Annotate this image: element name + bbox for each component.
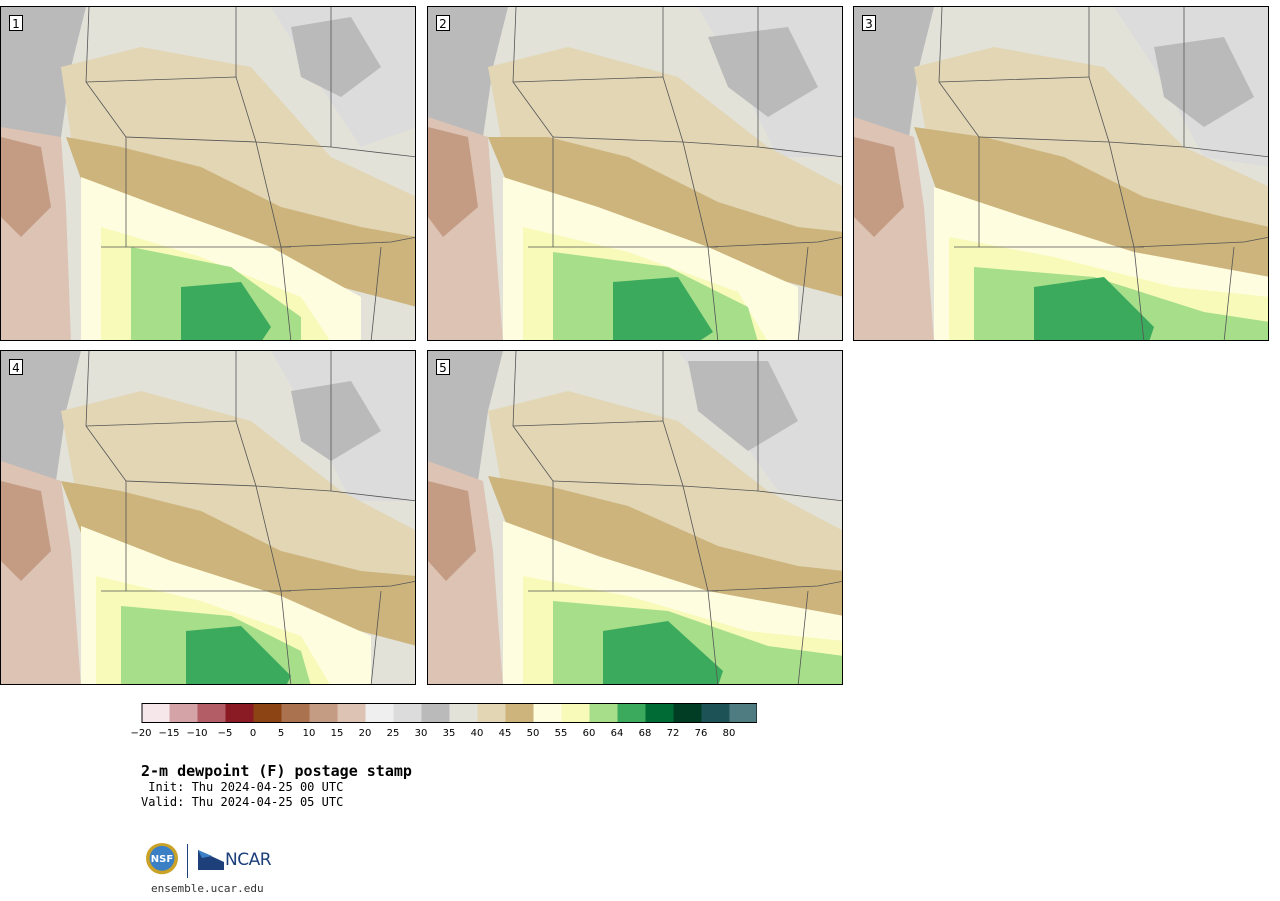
colorbar-swatch [729, 703, 757, 723]
panel-number-badge: 1 [9, 15, 23, 31]
nsf-logo-text: NSF [150, 854, 174, 865]
dewpoint-map-3 [854, 7, 1268, 340]
colorbar-swatch [141, 703, 170, 723]
colorbar-tick-label: 5 [277, 728, 285, 739]
colorbar-tick-label: 64 [610, 728, 624, 739]
init-time: Init: Thu 2024-04-25 00 UTC [141, 780, 344, 794]
nsf-logo: NSF [145, 843, 179, 877]
colorbar-swatch [701, 703, 730, 723]
member-panel-5: 5 [427, 350, 843, 685]
ncar-logo-icon [198, 850, 224, 870]
site-url: ensemble.ucar.edu [151, 882, 264, 895]
colorbar-swatch [533, 703, 562, 723]
panel-number-badge: 3 [862, 15, 876, 31]
colorbar-tick-label: 30 [414, 728, 428, 739]
colorbar-swatch [421, 703, 450, 723]
colorbar-tick-label: 40 [470, 728, 484, 739]
colorbar-tick-label: 10 [302, 728, 316, 739]
colorbar-tick-label: −5 [217, 728, 233, 739]
member-panel-1: 1 [0, 6, 416, 341]
colorbar-tick-label: 25 [386, 728, 400, 739]
colorbar-swatch [561, 703, 590, 723]
colorbar-swatch [673, 703, 702, 723]
colorbar-tick-label: 0 [249, 728, 257, 739]
colorbar-tick-label: 60 [582, 728, 596, 739]
colorbar-tick-label: 72 [666, 728, 680, 739]
colorbar-tick-label: 76 [694, 728, 708, 739]
panel-number-badge: 4 [9, 359, 23, 375]
colorbar-tick-label: 20 [358, 728, 372, 739]
colorbar-tick-label: −20 [130, 728, 152, 739]
colorbar-tick-label: 35 [442, 728, 456, 739]
logo-divider [187, 844, 188, 878]
panel-number-badge: 2 [436, 15, 450, 31]
member-panel-3: 3 [853, 6, 1269, 341]
colorbar-tick-label: −10 [186, 728, 208, 739]
dewpoint-map-5 [428, 351, 842, 684]
colorbar-swatch [169, 703, 198, 723]
colorbar-swatch [309, 703, 338, 723]
valid-time: Valid: Thu 2024-04-25 05 UTC [141, 795, 344, 809]
member-panel-4: 4 [0, 350, 416, 685]
member-panel-2: 2 [427, 6, 843, 341]
dewpoint-map-4 [1, 351, 415, 684]
colorbar-swatch [645, 703, 674, 723]
colorbar-swatch [253, 703, 282, 723]
colorbar-swatch [617, 703, 646, 723]
colorbar-tick-label: 68 [638, 728, 652, 739]
dewpoint-map-2 [428, 7, 842, 340]
colorbar-swatch [281, 703, 310, 723]
colorbar-swatch [225, 703, 254, 723]
colorbar-swatch [365, 703, 394, 723]
colorbar-swatch [449, 703, 478, 723]
figure-title: 2-m dewpoint (F) postage stamp [141, 762, 412, 780]
colorbar-tick-label: 50 [526, 728, 540, 739]
dewpoint-map-1 [1, 7, 415, 340]
dewpoint-colorbar [141, 703, 757, 723]
colorbar-tick-label: 55 [554, 728, 568, 739]
colorbar-outline [141, 703, 757, 723]
ncar-logo-text: NCAR [225, 850, 272, 870]
colorbar-swatch [477, 703, 506, 723]
panel-number-badge: 5 [436, 359, 450, 375]
colorbar-tick-label: 80 [722, 728, 736, 739]
colorbar-swatch [197, 703, 226, 723]
colorbar-swatch [337, 703, 366, 723]
colorbar-tick-label: 45 [498, 728, 512, 739]
colorbar-tick-label: 15 [330, 728, 344, 739]
colorbar-swatch [505, 703, 534, 723]
colorbar-swatch [589, 703, 618, 723]
colorbar-tick-label: −15 [158, 728, 180, 739]
colorbar-swatch [393, 703, 422, 723]
